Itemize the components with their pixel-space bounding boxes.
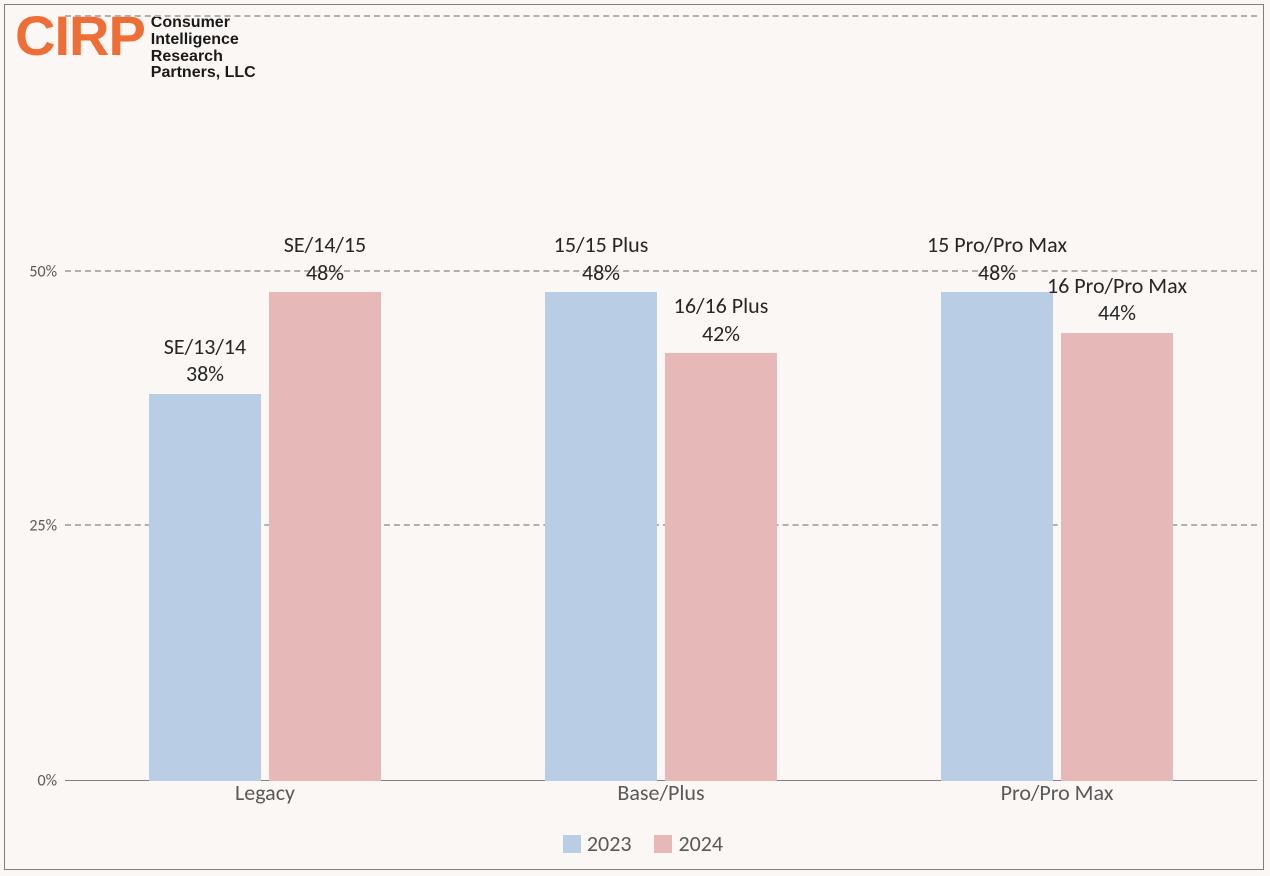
bar	[941, 292, 1053, 781]
x-category-label: Legacy	[165, 779, 365, 806]
legend-label-2024: 2024	[678, 830, 723, 857]
bar-data-label: 15/15 Plus48%	[491, 231, 711, 286]
y-tick-label: 50%	[7, 262, 57, 281]
bar-data-label: 16/16 Plus42%	[611, 292, 831, 347]
bar	[545, 292, 657, 781]
legend-label-2023: 2023	[587, 830, 632, 857]
bar	[665, 353, 777, 781]
bar-data-label: SE/14/1548%	[215, 231, 435, 286]
bar-data-label: 16 Pro/Pro Max44%	[1007, 272, 1227, 327]
y-tick-label: 25%	[7, 517, 57, 536]
gridline	[65, 15, 1257, 17]
legend-swatch-2023	[563, 835, 581, 853]
x-category-label: Pro/Pro Max	[957, 779, 1157, 806]
bar	[269, 292, 381, 781]
bar	[149, 394, 261, 781]
y-tick-label: 0%	[7, 772, 57, 791]
legend-swatch-2024	[654, 835, 672, 853]
legend: 2023 2024	[5, 830, 1263, 857]
chart-frame: CIRP Consumer Intelligence Research Part…	[4, 4, 1264, 870]
x-category-label: Base/Plus	[561, 779, 761, 806]
bar	[1061, 333, 1173, 781]
plot-area: 0%25%50%SE/13/1438%SE/14/1548%15/15 Plus…	[65, 17, 1257, 781]
